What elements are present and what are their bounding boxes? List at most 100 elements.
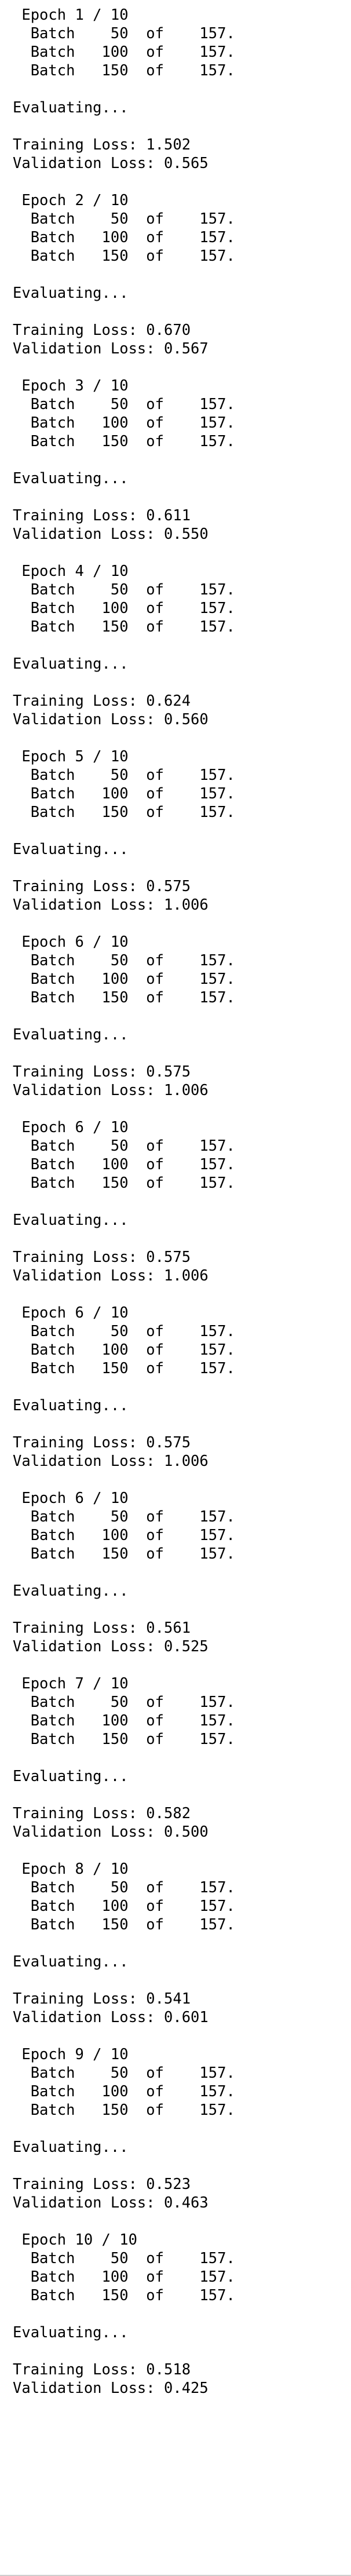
epoch-header: Epoch 9 / 10 (13, 2046, 129, 2063)
batch-progress-line: Batch 150 of 157. (13, 247, 235, 265)
batch-progress-line: Batch 50 of 157. (13, 396, 235, 413)
blank-line (13, 2212, 351, 2231)
blank-line (13, 80, 351, 98)
blank-line (13, 2305, 351, 2323)
batch-progress-line: Batch 150 of 157. (13, 1916, 235, 1933)
bottom-divider (0, 2575, 351, 2576)
batch-progress-line: Batch 100 of 157. (13, 2083, 235, 2100)
blank-line (13, 859, 351, 877)
evaluating-line: Evaluating... (13, 1026, 129, 1043)
epoch-header: Epoch 4 / 10 (13, 563, 129, 580)
batch-progress-line: Batch 100 of 157. (13, 1527, 235, 1544)
blank-line (13, 543, 351, 562)
blank-line (13, 729, 351, 747)
epoch-header: Epoch 2 / 10 (13, 192, 129, 209)
batch-progress-line: Batch 50 of 157. (13, 210, 235, 228)
blank-line (13, 1378, 351, 1396)
batch-progress-line: Batch 50 of 157. (13, 2250, 235, 2267)
evaluating-line: Evaluating... (13, 1212, 129, 1229)
blank-line (13, 1229, 351, 1248)
training-loss-line: Training Loss: 0.541 (13, 1990, 191, 2008)
batch-progress-line: Batch 50 of 157. (13, 581, 235, 599)
epoch-header: Epoch 3 / 10 (13, 377, 129, 395)
epoch-header: Epoch 6 / 10 (13, 1490, 129, 1507)
blank-line (13, 1415, 351, 1433)
blank-line (13, 117, 351, 136)
validation-loss-line: Validation Loss: 1.006 (13, 1082, 209, 1099)
validation-loss-line: Validation Loss: 1.006 (13, 896, 209, 914)
blank-line (13, 2342, 351, 2360)
validation-loss-line: Validation Loss: 0.525 (13, 1638, 209, 1655)
batch-progress-line: Batch 100 of 157. (13, 600, 235, 617)
training-loss-line: Training Loss: 0.523 (13, 2176, 191, 2193)
evaluating-line: Evaluating... (13, 1582, 129, 1600)
training-loss-line: Training Loss: 0.624 (13, 692, 191, 710)
batch-progress-line: Batch 150 of 157. (13, 1360, 235, 1377)
batch-progress-line: Batch 150 of 157. (13, 2287, 235, 2304)
training-loss-line: Training Loss: 1.502 (13, 136, 191, 154)
batch-progress-line: Batch 100 of 157. (13, 414, 235, 432)
epoch-header: Epoch 7 / 10 (13, 1675, 129, 1692)
epoch-header: Epoch 1 / 10 (13, 6, 129, 24)
blank-line (13, 1471, 351, 1489)
blank-line (13, 1971, 351, 1990)
blank-line (13, 265, 351, 284)
batch-progress-line: Batch 150 of 157. (13, 1174, 235, 1192)
blank-line (13, 1192, 351, 1211)
evaluating-line: Evaluating... (13, 284, 129, 302)
batch-progress-line: Batch 100 of 157. (13, 1156, 235, 1173)
training-loss-line: Training Loss: 0.518 (13, 2361, 191, 2378)
blank-line (13, 1786, 351, 1804)
training-loss-line: Training Loss: 0.670 (13, 322, 191, 339)
blank-line (13, 1007, 351, 1026)
training-loss-line: Training Loss: 0.611 (13, 507, 191, 524)
evaluating-line: Evaluating... (13, 99, 129, 116)
epoch-header: Epoch 6 / 10 (13, 1119, 129, 1136)
batch-progress-line: Batch 150 of 157. (13, 1545, 235, 1563)
training-loss-line: Training Loss: 0.582 (13, 1805, 191, 1822)
batch-progress-line: Batch 150 of 157. (13, 618, 235, 636)
blank-line (13, 2157, 351, 2175)
blank-line (13, 914, 351, 933)
evaluating-line: Evaluating... (13, 470, 129, 487)
evaluating-line: Evaluating... (13, 2139, 129, 2156)
epoch-header: Epoch 6 / 10 (13, 933, 129, 951)
blank-line (13, 173, 351, 191)
blank-line (13, 1600, 351, 1619)
blank-line (13, 1749, 351, 1767)
blank-line (13, 302, 351, 321)
batch-progress-line: Batch 100 of 157. (13, 43, 235, 61)
batch-progress-line: Batch 50 of 157. (13, 1694, 235, 1711)
epoch-header: Epoch 5 / 10 (13, 748, 129, 765)
batch-progress-line: Batch 150 of 157. (13, 989, 235, 1006)
validation-loss-line: Validation Loss: 0.500 (13, 1823, 209, 1841)
blank-line (13, 1934, 351, 1953)
blank-line (13, 673, 351, 692)
blank-line (13, 1656, 351, 1674)
blank-line (13, 822, 351, 840)
validation-loss-line: Validation Loss: 0.550 (13, 526, 209, 543)
batch-progress-line: Batch 50 of 157. (13, 1508, 235, 1526)
epoch-header: Epoch 6 / 10 (13, 1304, 129, 1322)
validation-loss-line: Validation Loss: 0.560 (13, 711, 209, 728)
blank-line (13, 358, 351, 377)
batch-progress-line: Batch 150 of 157. (13, 2101, 235, 2119)
batch-progress-line: Batch 100 of 157. (13, 1712, 235, 1730)
validation-loss-line: Validation Loss: 0.601 (13, 2009, 209, 2026)
training-loss-line: Training Loss: 0.575 (13, 878, 191, 895)
batch-progress-line: Batch 150 of 157. (13, 433, 235, 450)
evaluating-line: Evaluating... (13, 655, 129, 673)
validation-loss-line: Validation Loss: 0.463 (13, 2194, 209, 2212)
training-loss-line: Training Loss: 0.561 (13, 1619, 191, 1637)
evaluating-line: Evaluating... (13, 1397, 129, 1414)
batch-progress-line: Batch 50 of 157. (13, 1879, 235, 1896)
batch-progress-line: Batch 150 of 157. (13, 804, 235, 821)
batch-progress-line: Batch 100 of 157. (13, 1898, 235, 1915)
batch-progress-line: Batch 50 of 157. (13, 25, 235, 42)
batch-progress-line: Batch 100 of 157. (13, 2268, 235, 2286)
epoch-header: Epoch 8 / 10 (13, 1860, 129, 1878)
batch-progress-line: Batch 100 of 157. (13, 785, 235, 802)
batch-progress-line: Batch 50 of 157. (13, 1323, 235, 1340)
validation-loss-line: Validation Loss: 0.567 (13, 340, 209, 357)
